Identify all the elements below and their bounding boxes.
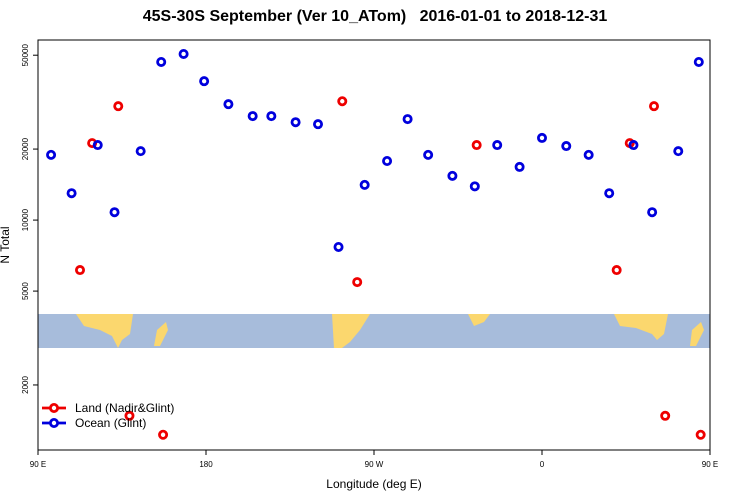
chart-title: 45S-30S September (Ver 10_ATom) 2016-01-… — [143, 8, 608, 25]
x-tick-label: 180 — [199, 460, 213, 469]
data-point — [423, 149, 434, 160]
data-point — [469, 181, 480, 192]
data-point — [359, 179, 370, 190]
data-point — [113, 101, 124, 112]
data-point — [537, 132, 548, 143]
data-point — [693, 56, 704, 67]
data-point — [247, 111, 258, 122]
plot-frame — [37, 39, 711, 451]
ocean-background — [38, 314, 710, 348]
data-point — [223, 99, 234, 110]
data-point — [46, 149, 57, 160]
legend-label: Ocean (Glint) — [75, 416, 146, 430]
land — [332, 314, 370, 348]
data-point — [628, 140, 639, 151]
data-point — [561, 141, 572, 152]
data-point — [75, 265, 86, 276]
x-tick-label: 90 E — [702, 460, 718, 469]
data-point — [402, 114, 413, 125]
data-point — [604, 188, 615, 199]
data-point — [109, 207, 120, 218]
data-point — [471, 140, 482, 151]
x-axis-label: Longitude (deg E) — [326, 477, 421, 491]
legend-marker — [49, 402, 60, 413]
x-tick-label: 0 — [540, 460, 545, 469]
land — [690, 322, 704, 346]
data-point — [649, 101, 660, 112]
land — [76, 314, 133, 348]
data-point — [583, 149, 594, 160]
y-axis-label: N Total — [0, 226, 12, 263]
legend-marker — [49, 417, 60, 428]
land — [468, 314, 490, 326]
y-tick-label: 50000 — [21, 44, 30, 67]
data-point — [514, 161, 525, 172]
data-point — [266, 111, 277, 122]
data-point — [660, 410, 671, 421]
data-point — [158, 429, 169, 440]
data-point — [337, 96, 348, 107]
x-tick-label: 90 W — [365, 460, 384, 469]
land — [614, 314, 668, 340]
x-tick-label: 90 E — [30, 460, 46, 469]
data-point — [695, 429, 706, 440]
data-point — [312, 119, 323, 130]
data-point — [66, 188, 77, 199]
data-point — [492, 140, 503, 151]
data-point — [382, 156, 393, 167]
data-point — [611, 265, 622, 276]
y-tick-label: 20000 — [21, 137, 30, 160]
data-point — [156, 56, 167, 67]
legend-label: Land (Nadir&Glint) — [75, 401, 174, 415]
data-point — [92, 140, 103, 151]
y-tick-label: 5000 — [21, 282, 30, 300]
map-strip — [38, 314, 710, 348]
data-point — [124, 410, 135, 421]
data-point — [673, 146, 684, 157]
data-point — [199, 76, 210, 87]
land — [154, 322, 168, 346]
y-tick-label: 2000 — [21, 376, 30, 394]
data-point — [352, 277, 363, 288]
data-point — [647, 207, 658, 218]
y-tick-label: 10000 — [21, 208, 30, 231]
data-point — [290, 117, 301, 128]
data-point — [178, 48, 189, 59]
data-point — [135, 146, 146, 157]
data-point — [447, 170, 458, 181]
data-point — [333, 241, 344, 252]
